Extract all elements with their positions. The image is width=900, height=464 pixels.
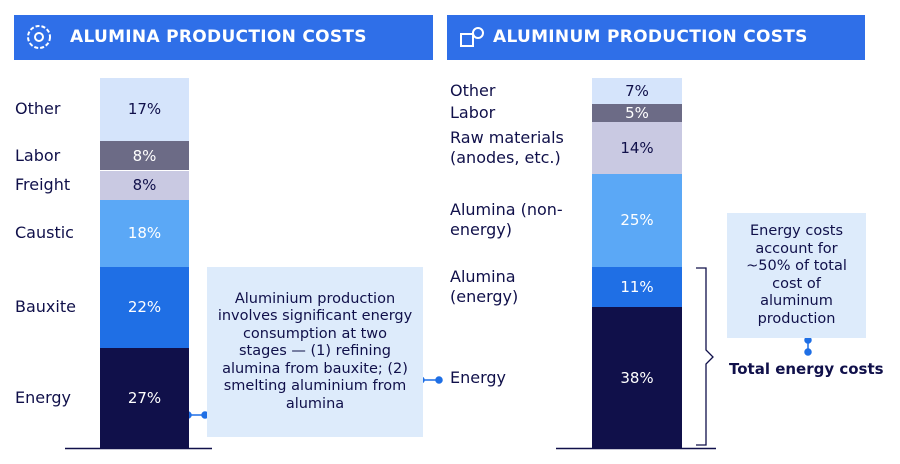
category-label: Caustic xyxy=(15,223,74,243)
header: ALUMINA PRODUCTION COSTS xyxy=(14,15,433,60)
annotation-box: Energy costs account for ~50% of total c… xyxy=(727,213,866,338)
data-label: 17% xyxy=(127,100,162,119)
category-label: Energy xyxy=(450,367,507,387)
annotation: Total energy costs xyxy=(729,360,884,378)
bar-segment: 5% xyxy=(592,103,682,123)
bar-segment: 25% xyxy=(592,174,682,267)
bar-segment: 11% xyxy=(592,266,682,308)
data-label: 14% xyxy=(620,139,654,158)
category-label: Other xyxy=(450,80,496,100)
bar-segment: 38% xyxy=(592,307,682,448)
data-label: 22% xyxy=(127,298,162,317)
header-icon xyxy=(460,27,484,47)
category-label: Bauxite xyxy=(15,297,76,317)
data-label: 25% xyxy=(620,211,654,230)
chart-title: ALUMINA PRODUCTION COSTS xyxy=(70,27,367,47)
category-label: Labor xyxy=(15,145,61,165)
data-label: 7% xyxy=(625,81,649,100)
data-label: 5% xyxy=(625,104,649,123)
data-label: 11% xyxy=(620,278,654,297)
bar-segment: 7% xyxy=(592,78,682,104)
bar-segment: 18% xyxy=(100,200,189,267)
category-label: Freight xyxy=(15,175,71,195)
category-label: Alumina (energy) xyxy=(450,267,519,307)
bar-segment: 22% xyxy=(100,266,189,349)
data-label: 27% xyxy=(127,389,162,408)
header: ALUMINUM PRODUCTION COSTS xyxy=(447,15,865,60)
category-label: Energy xyxy=(15,388,72,408)
chart-title: ALUMINUM PRODUCTION COSTS xyxy=(493,27,808,47)
category-label: Other xyxy=(15,99,61,119)
bar-segment: 14% xyxy=(592,122,682,175)
bracket xyxy=(696,267,714,446)
annotation-box: Aluminium production involves significan… xyxy=(207,267,423,437)
category-label: Labor xyxy=(450,103,496,123)
header-icon xyxy=(27,25,51,49)
bar-segment: 8% xyxy=(100,140,189,171)
data-label: 8% xyxy=(132,176,157,195)
data-label: 8% xyxy=(132,146,157,165)
bar-segment: 8% xyxy=(100,170,189,201)
data-label: 18% xyxy=(127,224,162,243)
data-label: 38% xyxy=(620,368,654,387)
bar-segment: 17% xyxy=(100,78,189,141)
category-label: Raw materials (anodes, etc.) xyxy=(450,128,564,168)
category-label: Alumina (non-energy) xyxy=(450,200,563,240)
bar-segment: 27% xyxy=(100,348,189,448)
